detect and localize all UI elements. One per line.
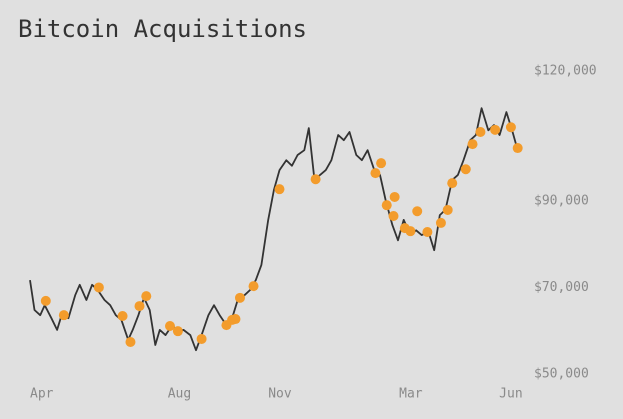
chart-title: Bitcoin Acquisitions	[18, 15, 307, 43]
acquisition-point	[134, 301, 145, 312]
acquisition-point	[422, 227, 433, 238]
acquisition-point	[196, 333, 207, 344]
acquisition-point	[117, 311, 128, 322]
acquisition-point	[40, 295, 51, 306]
acquisition-point	[310, 174, 321, 185]
acquisition-point	[376, 158, 387, 169]
acquisition-point	[234, 292, 245, 303]
x-tick-label: Jun	[499, 387, 522, 402]
acquisition-point	[164, 320, 175, 331]
acquisition-point	[381, 200, 392, 211]
acquisition-point	[172, 326, 183, 337]
acquisition-point	[490, 124, 501, 135]
acquisition-point	[447, 178, 458, 189]
acquisition-point	[274, 184, 285, 195]
x-tick-label: Nov	[268, 387, 292, 402]
y-tick-label: $70,000	[534, 280, 589, 295]
acquisition-point	[442, 204, 453, 215]
acquisition-point	[505, 122, 516, 133]
acquisition-point	[58, 310, 69, 321]
acquisition-point	[388, 211, 399, 222]
y-tick-label: $90,000	[534, 193, 589, 208]
acquisition-point	[93, 282, 104, 293]
acquisition-point	[412, 206, 423, 217]
price-line	[29, 107, 519, 352]
acquisition-point	[230, 314, 241, 325]
x-tick-label: Apr	[30, 387, 54, 402]
acquisition-point	[125, 337, 136, 348]
acquisition-point	[370, 168, 381, 179]
acquisition-point	[141, 291, 152, 302]
acquisition-point	[405, 226, 416, 237]
x-tick-label: Mar	[399, 387, 423, 402]
acquisition-point	[389, 191, 400, 202]
acquisition-point	[248, 281, 259, 292]
acquisition-point	[475, 127, 486, 138]
y-tick-label: $120,000	[534, 63, 597, 78]
acquisition-point	[460, 164, 471, 175]
acquisition-point	[467, 139, 478, 150]
acquisition-point	[435, 217, 446, 228]
y-tick-label: $50,000	[534, 367, 589, 382]
x-tick-label: Aug	[168, 387, 191, 402]
acquisition-point	[512, 143, 523, 154]
